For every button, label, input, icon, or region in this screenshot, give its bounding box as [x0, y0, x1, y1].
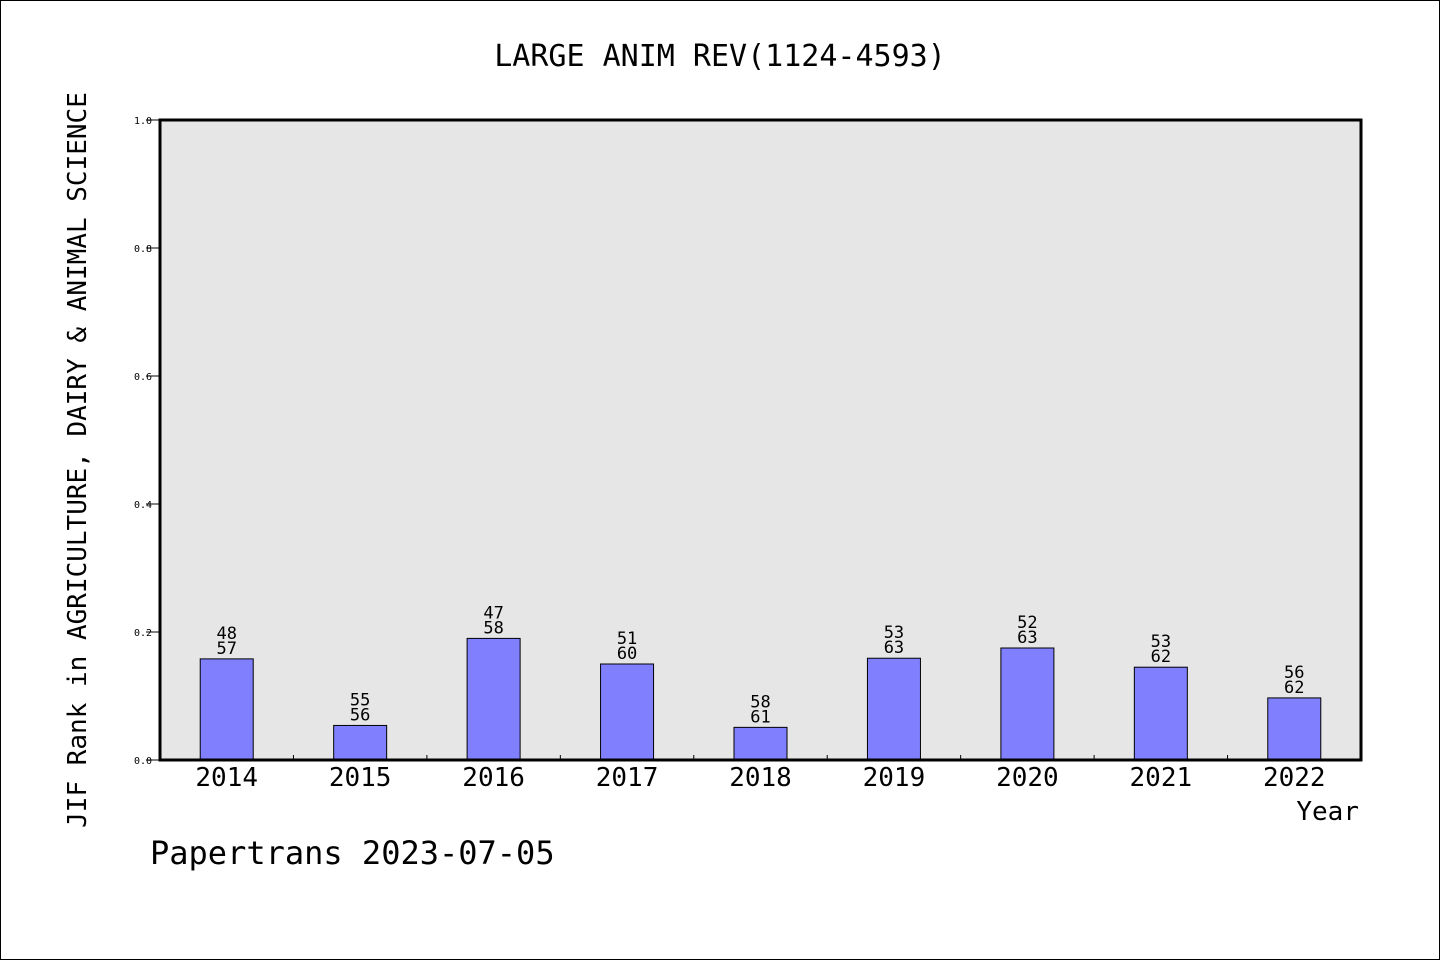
- bar-rank-label: 51: [617, 629, 637, 649]
- bar-rank-label: 56: [1284, 663, 1304, 683]
- bar-2022: [1267, 697, 1322, 761]
- x-tick-label: 2021: [1130, 763, 1193, 793]
- x-axis-label: Year: [1296, 797, 1359, 827]
- bar-rank-label: 58: [750, 692, 770, 712]
- x-tick-label: 2015: [329, 763, 392, 793]
- bar-total-label: 63: [1017, 628, 1037, 648]
- bar-total-label: 56: [350, 705, 370, 725]
- y-tick-label: 0.4: [134, 500, 152, 511]
- bar-total-label: 62: [1151, 647, 1171, 667]
- bar-2018: [733, 726, 788, 761]
- plot-frame: [158, 118, 1363, 762]
- x-axis-ticks: 2014 2015 2016 2017 2018 2019 2020 2021 2022: [195, 755, 1326, 793]
- y-tick-label: 0.0: [134, 756, 152, 767]
- bar-total-label: 57: [216, 639, 236, 659]
- footer-credit: Papertrans 2023-07-05: [150, 834, 555, 872]
- bar-total-label: 63: [884, 638, 904, 658]
- bar-rank-label: 52: [1017, 613, 1037, 633]
- x-tick-label: 2020: [996, 763, 1059, 793]
- bar-rank-label: 48: [216, 624, 236, 644]
- bar-total-label: 62: [1284, 678, 1304, 698]
- y-tick-label: 0.2: [134, 628, 152, 639]
- x-tick-label: 2022: [1263, 763, 1326, 793]
- bar-2020: [1000, 647, 1055, 761]
- chart-title: LARGE ANIM REV(1124-4593): [494, 39, 946, 74]
- x-tick-label: 2014: [195, 763, 258, 793]
- plot-area: [160, 120, 1361, 760]
- x-tick-label: 2017: [596, 763, 659, 793]
- x-tick-label: 2018: [729, 763, 792, 793]
- bar-2017: [600, 663, 655, 761]
- y-axis-ticks: 0.0 0.2 0.4 0.6 0.8 1.0: [134, 116, 160, 767]
- y-tick-label: 0.6: [134, 372, 152, 383]
- y-tick-label: 0.8: [134, 244, 152, 255]
- bar-2021: [1133, 666, 1188, 761]
- y-axis-label: JIF Rank in AGRICULTURE, DAIRY & ANIMAL …: [63, 92, 93, 828]
- bar-2019: [866, 657, 921, 761]
- x-tick-label: 2019: [863, 763, 926, 793]
- bar-rank-label: 55: [350, 690, 370, 710]
- bar-rank-label: 53: [1151, 632, 1171, 652]
- bar-2016: [466, 637, 521, 761]
- x-tick-label: 2016: [462, 763, 525, 793]
- bar-2015: [333, 724, 388, 761]
- bar-total-label: 58: [483, 618, 503, 638]
- bar-2014: [199, 658, 254, 761]
- bar-rank-label: 53: [884, 623, 904, 643]
- y-tick-label: 1.0: [134, 116, 152, 127]
- bar-rank-label: 47: [483, 603, 503, 623]
- bar-total-label: 61: [750, 707, 770, 727]
- bar-total-label: 60: [617, 644, 637, 664]
